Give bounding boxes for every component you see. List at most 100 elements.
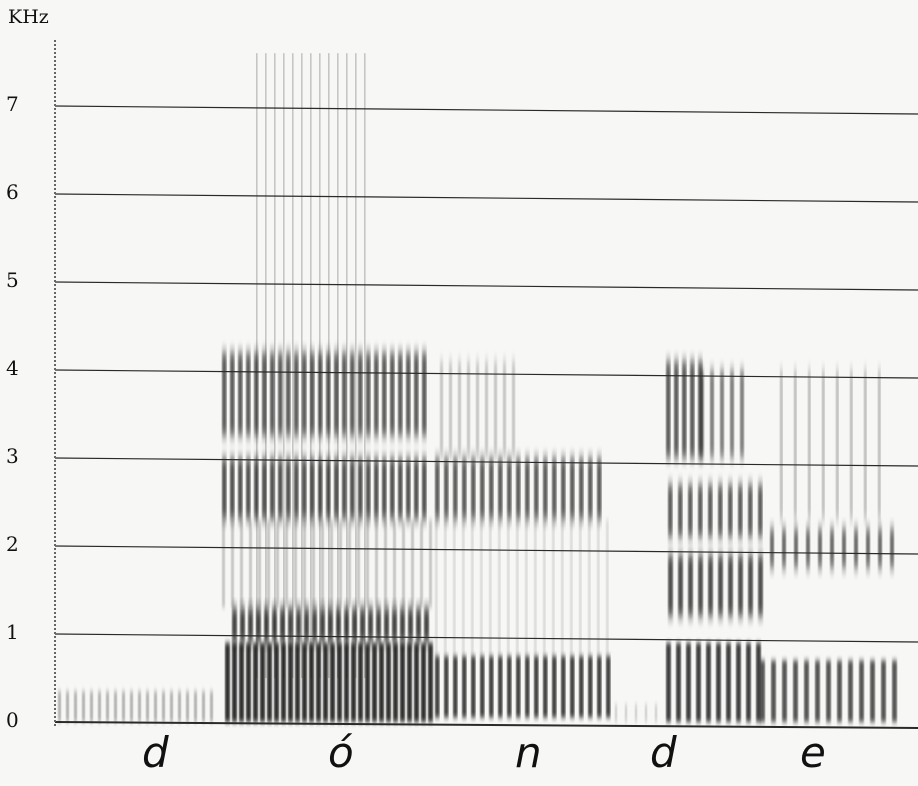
spectral-band-5 [98,691,101,722]
spectral-band-193 [516,458,521,520]
spectral-band-138 [421,642,426,722]
spectral-band-229 [588,519,591,656]
spectral-band-137 [414,642,419,722]
spectral-band-71 [318,458,323,520]
spectral-band-270 [748,484,753,538]
spectral-band-95 [312,607,317,643]
spectral-band-179 [570,656,575,718]
spectral-band-0 [58,691,61,722]
grid-line-2 [54,545,918,555]
spectral-band-108 [416,607,421,643]
spectral-band-218 [489,519,492,656]
spectral-band-111 [232,642,237,722]
spectral-band-157 [375,519,378,608]
spectral-band-298 [866,528,870,568]
spectral-band-272 [700,370,704,458]
spectral-band-286 [859,660,864,722]
spectral-band-88 [256,607,261,643]
spectral-band-200 [579,458,584,520]
spectral-band-174 [525,656,530,718]
spectral-band-136 [407,642,412,722]
spectral-band-207 [476,361,479,458]
spectral-band-125 [330,642,335,722]
spectral-band-124 [323,642,328,722]
spectral-band-251 [756,642,761,722]
spectral-band-283 [826,660,831,722]
spectral-band-172 [507,656,512,718]
spectral-band-106 [400,607,405,643]
spectral-band-68 [294,458,299,520]
spectral-band-292 [794,528,798,568]
spectral-band-202 [597,458,602,520]
spectral-band-48 [342,352,347,436]
spectral-band-203 [440,361,443,458]
spectral-band-62 [246,458,251,520]
spectral-band-70 [310,458,315,520]
spectral-band-53 [382,352,387,436]
spectral-band-191 [498,458,503,520]
spectral-band-22 [274,53,276,678]
spectral-band-11 [146,691,149,722]
spectral-band-92 [288,607,293,643]
spectral-band-289 [892,660,897,722]
spectral-band-140 [222,519,225,608]
spectral-band-82 [406,458,411,520]
spectral-band-78 [374,458,379,520]
spectral-band-173 [516,656,521,718]
spectral-band-277 [760,660,765,722]
spectral-band-13 [162,691,165,722]
spectral-band-51 [366,352,371,436]
spectral-band-266 [708,484,713,538]
spectral-band-146 [276,519,279,608]
spectral-band-265 [698,484,703,538]
spectral-band-295 [830,528,834,568]
spectral-band-47 [334,352,339,436]
spectral-band-262 [668,484,673,538]
spectral-band-177 [552,656,557,718]
spectral-band-188 [471,458,476,520]
spectral-band-285 [848,660,853,722]
spectral-band-61 [238,458,243,520]
spectral-band-276 [740,370,744,458]
spectral-band-150 [312,519,315,608]
spectral-band-189 [480,458,485,520]
spectral-band-39 [270,352,275,436]
spectral-band-233 [625,704,627,722]
spectral-band-2 [74,691,77,722]
spectral-band-243 [676,642,681,722]
spectral-band-237 [666,361,671,458]
spectral-band-155 [357,519,360,608]
spectral-band-93 [296,607,301,643]
spectral-band-64 [262,458,267,520]
y-tick-label-0: 0 [6,708,19,732]
spectral-band-293 [806,528,810,568]
spectral-band-210 [503,361,506,458]
spectral-band-15 [178,691,181,722]
spectral-band-84 [422,458,427,520]
spectral-band-306 [850,370,853,520]
spectral-band-86 [240,607,245,643]
spectral-band-35 [238,352,243,436]
spectral-band-282 [815,660,820,722]
spectral-band-221 [516,519,519,656]
spectral-band-247 [716,642,721,722]
spectral-band-249 [736,642,741,722]
spectral-band-118 [281,642,286,722]
spectral-band-248 [726,642,731,722]
spectral-band-274 [720,370,724,458]
spectral-band-96 [320,607,325,643]
spectral-band-74 [342,458,347,520]
spectral-band-264 [688,484,693,538]
spectral-band-52 [374,352,379,436]
spectral-band-25 [301,53,303,678]
spectral-band-304 [822,370,825,520]
spectral-band-90 [272,607,277,643]
spectral-band-263 [678,484,683,538]
spectral-band-288 [881,660,886,722]
spectral-band-24 [292,53,294,678]
spectral-band-213 [444,519,447,656]
y-axis-unit: KHz [8,6,49,28]
spectral-band-302 [794,370,797,520]
spectral-band-194 [525,458,530,520]
spectral-band-75 [350,458,355,520]
